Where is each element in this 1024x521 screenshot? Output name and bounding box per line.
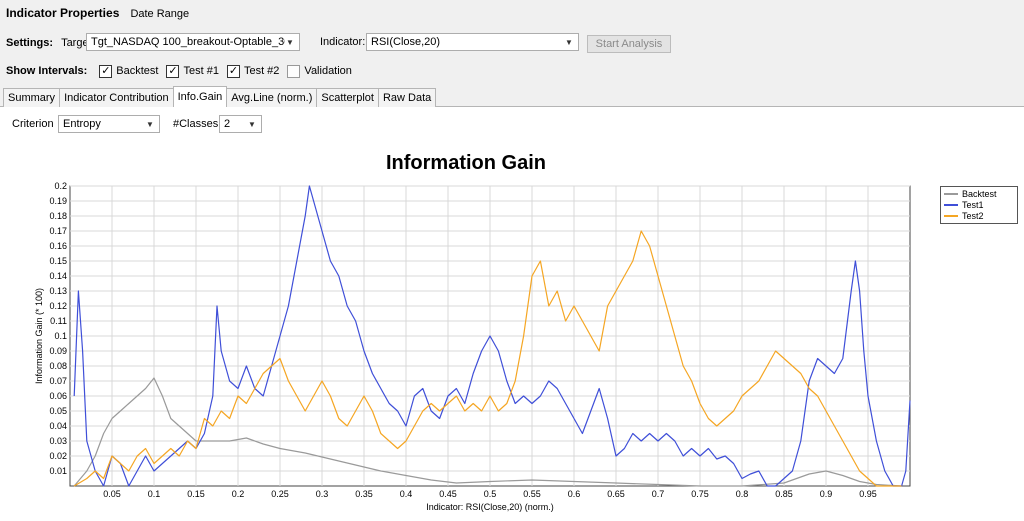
show-intervals-label: Show Intervals: [6,65,88,77]
y-tick-label: 0.03 [49,436,67,446]
x-tick-label: 0.45 [439,489,457,499]
y-tick-label: 0.18 [49,211,67,221]
x-tick-label: 0.15 [187,489,205,499]
test1-checkbox[interactable]: ✓ Test #1 [166,64,219,78]
y-tick-label: 0.09 [49,346,67,356]
window-header: Indicator Properties Date Range [6,6,189,24]
y-tick-label: 0.12 [49,301,67,311]
test1-checkbox-label: Test #1 [183,65,219,77]
y-tick-label: 0.14 [49,271,67,281]
validation-checkbox[interactable]: Validation [287,64,352,78]
tab-bar: Summary Indicator Contribution Info.Gain… [3,86,437,107]
tab-info-gain[interactable]: Info.Gain [172,86,228,107]
tab-raw-data[interactable]: Raw Data [377,88,437,107]
indicator-select[interactable]: RSI(Close,20) ▼ [366,33,579,51]
x-axis-label: Indicator: RSI(Close,20) (norm.) [426,502,554,512]
y-tick-label: 0.05 [49,406,67,416]
y-tick-label: 0.17 [49,226,67,236]
x-tick-label: 0.35 [355,489,373,499]
criterion-select[interactable]: Entropy ▼ [58,115,160,133]
y-tick-label: 0.08 [49,361,67,371]
test2-checkbox-label: Test #2 [243,65,280,77]
legend-swatch [944,192,958,195]
x-tick-label: 0.4 [400,489,413,499]
checkmark-icon: ✓ [226,64,240,78]
backtest-checkbox[interactable]: ✓ Backtest [99,64,159,78]
chevron-down-icon: ▼ [146,119,154,129]
intervals-row: Show Intervals: ✓ Backtest ✓ Test #1 ✓ T… [6,63,360,79]
chevron-down-icon: ▼ [286,37,294,47]
backtest-checkbox-label: Backtest [116,65,159,77]
y-tick-label: 0.15 [49,256,67,266]
x-tick-label: 0.7 [652,489,665,499]
start-analysis-button[interactable]: Start Analysis [587,35,671,53]
x-tick-label: 0.8 [736,489,749,499]
legend-swatch [944,203,958,206]
y-tick-label: 0.11 [50,316,67,326]
checkbox-empty-icon [287,64,301,78]
y-axis-label: Information Gain (* 100) [34,288,44,384]
x-tick-label: 0.2 [232,489,245,499]
chart-legend: Backtest Test1 Test2 [940,186,1018,224]
y-tick-label: 0.04 [49,421,67,431]
y-tick-label: 0.19 [49,196,67,206]
x-tick-label: 0.65 [607,489,625,499]
window-title: Indicator Properties [6,6,120,20]
checkmark-icon: ✓ [166,64,180,78]
chart-title: Information Gain [386,152,546,174]
legend-swatch [944,214,958,217]
x-tick-label: 0.5 [484,489,497,499]
legend-item-test1: Test1 [944,199,1014,210]
legend-label: Test1 [962,199,984,210]
axis-ticks: 0.01 0.02 0.03 0.04 0.05 0.06 0.07 0.08 0.09 0.1 0… [49,181,876,499]
legend-label: Test2 [962,210,984,221]
indicator-label: Indicator: [320,36,366,48]
y-tick-label: 0.02 [49,451,67,461]
y-tick-label: 0.01 [49,466,67,476]
series-lines [73,185,911,487]
y-tick-label: 0.07 [49,376,67,386]
criterion-label: Criterion [12,118,54,130]
target-select-value: Tgt_NASDAQ 100_breakout-Optable_30_1... [91,36,285,48]
series-line-test2 [73,230,902,487]
legend-item-backtest: Backtest [944,188,1014,199]
x-tick-label: 0.05 [103,489,121,499]
y-tick-label: 0.16 [49,241,67,251]
test2-checkbox[interactable]: ✓ Test #2 [226,64,280,78]
checkmark-icon: ✓ [99,64,113,78]
x-tick-label: 0.75 [691,489,709,499]
y-tick-label: 0.06 [49,391,67,401]
y-tick-label: 0.13 [49,286,67,296]
chevron-down-icon: ▼ [565,37,573,47]
x-tick-label: 0.95 [859,489,877,499]
y-tick-label: 0.2 [54,181,67,191]
x-tick-label: 0.9 [820,489,833,499]
legend-item-test2: Test2 [944,210,1014,221]
tab-indicator-contribution[interactable]: Indicator Contribution [59,88,174,107]
classes-label: #Classes [173,118,219,130]
chevron-down-icon: ▼ [248,119,256,129]
target-select[interactable]: Tgt_NASDAQ 100_breakout-Optable_30_1... … [86,33,300,51]
series-line-test1 [73,185,911,487]
legend-label: Backtest [962,188,997,199]
validation-checkbox-label: Validation [304,65,352,77]
indicator-select-value: RSI(Close,20) [371,36,441,48]
x-tick-label: 0.6 [568,489,581,499]
date-range-link[interactable]: Date Range [130,8,190,20]
x-tick-label: 0.25 [271,489,289,499]
x-tick-label: 0.3 [316,489,329,499]
x-tick-label: 0.55 [523,489,541,499]
grid [70,185,910,486]
x-tick-label: 0.1 [148,489,161,499]
classes-select-value: 2 [224,118,231,130]
tab-divider [0,106,1024,107]
y-tick-label: 0.1 [54,331,67,341]
settings-label: Settings: [6,37,54,49]
criterion-select-value: Entropy [63,118,101,130]
series-line-backtest [73,377,902,487]
x-tick-label: 0.85 [775,489,793,499]
classes-select[interactable]: 2 ▼ [219,115,262,133]
